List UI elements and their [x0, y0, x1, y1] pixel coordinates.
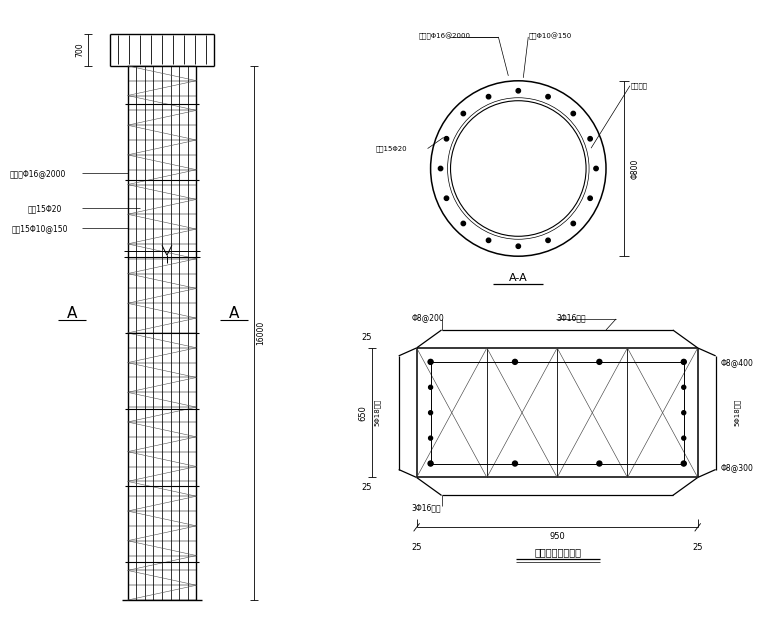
Circle shape [429, 462, 432, 466]
Text: Φ8@300: Φ8@300 [720, 463, 753, 472]
Text: 符筅Φ10@150: 符筅Φ10@150 [528, 32, 572, 40]
Text: A: A [67, 305, 77, 320]
Circle shape [597, 461, 602, 466]
Circle shape [429, 385, 432, 389]
Text: A: A [229, 305, 239, 320]
Circle shape [682, 436, 686, 440]
Text: 灵注桦冠梁配筋图: 灵注桦冠梁配筋图 [535, 547, 581, 557]
Circle shape [588, 196, 592, 201]
Circle shape [486, 95, 491, 99]
Circle shape [461, 221, 466, 226]
Text: 650: 650 [358, 404, 367, 421]
Circle shape [428, 359, 433, 365]
Circle shape [461, 111, 466, 116]
Circle shape [571, 111, 575, 116]
Text: 符等15Φ10@150: 符等15Φ10@150 [12, 224, 68, 233]
Text: Φ8@400: Φ8@400 [720, 358, 753, 367]
Circle shape [512, 461, 518, 466]
Circle shape [681, 359, 686, 365]
Circle shape [546, 95, 550, 99]
Text: 加强筅Φ16@2000: 加强筅Φ16@2000 [10, 169, 66, 178]
Circle shape [594, 167, 598, 170]
Circle shape [597, 359, 602, 365]
Circle shape [512, 359, 518, 365]
Circle shape [682, 462, 686, 466]
Text: A-A: A-A [509, 273, 527, 283]
Text: 25: 25 [411, 543, 422, 552]
Circle shape [588, 136, 592, 141]
Text: 16000: 16000 [257, 321, 266, 345]
Circle shape [516, 244, 521, 248]
Circle shape [445, 136, 448, 141]
Circle shape [682, 385, 686, 389]
Circle shape [546, 238, 550, 242]
Circle shape [429, 360, 432, 364]
Circle shape [428, 461, 433, 466]
Circle shape [682, 360, 686, 364]
Text: 25: 25 [362, 483, 372, 492]
Circle shape [516, 89, 521, 93]
Circle shape [571, 221, 575, 226]
Text: 25: 25 [362, 334, 372, 343]
Text: 3Φ16通长: 3Φ16通长 [556, 314, 586, 323]
Text: 加强筅Φ16@2000: 加强筅Φ16@2000 [419, 32, 470, 40]
Text: 5Φ18通长: 5Φ18通长 [734, 399, 741, 426]
Circle shape [681, 461, 686, 466]
Text: 纵等15Φ20: 纵等15Φ20 [375, 145, 407, 152]
Text: 混凝土桃: 混凝土桃 [631, 82, 648, 89]
Circle shape [486, 238, 491, 242]
Circle shape [445, 196, 448, 201]
Text: Φ8@200: Φ8@200 [412, 314, 445, 323]
Text: 950: 950 [549, 532, 565, 541]
Circle shape [682, 411, 686, 415]
Text: 700: 700 [75, 42, 84, 57]
Circle shape [429, 411, 432, 415]
Text: 3Φ16通长: 3Φ16通长 [412, 503, 442, 512]
Text: 5Φ18通长: 5Φ18通长 [373, 399, 380, 426]
Circle shape [439, 167, 443, 170]
Text: 25: 25 [692, 543, 703, 552]
Text: 纵等15Φ20: 纵等15Φ20 [28, 204, 62, 213]
Circle shape [429, 436, 432, 440]
Text: Φ800: Φ800 [631, 158, 640, 179]
